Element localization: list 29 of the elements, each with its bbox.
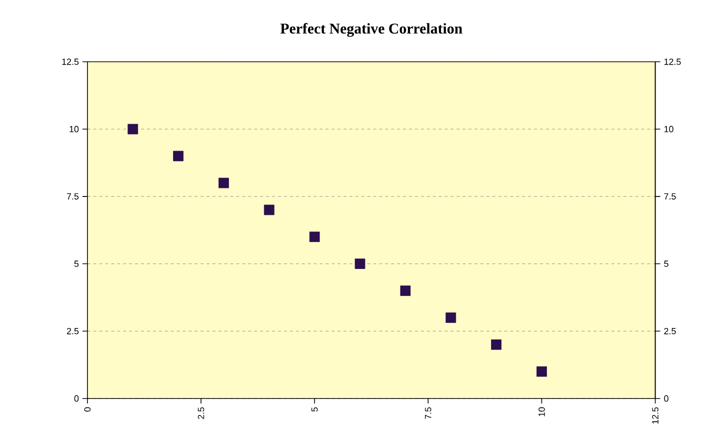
- y-tick-label: 0: [74, 395, 79, 402]
- x-tick-label: 0: [84, 407, 91, 412]
- x-tick-label: 5: [311, 407, 318, 412]
- y2-tick-label: 2.5: [664, 328, 676, 334]
- chart-title: Perfect Negative Correlation: [280, 22, 462, 37]
- y2-tick-label: 7.5: [664, 193, 676, 200]
- y2-tick-label: 5: [664, 260, 668, 267]
- point: [173, 150, 184, 162]
- y-tick-label: 10: [70, 126, 79, 132]
- point: [354, 258, 366, 269]
- y-tick-label: 7.5: [66, 193, 79, 200]
- point: [446, 312, 456, 323]
- x-tick-label: 2.5: [198, 407, 204, 419]
- point: [218, 178, 229, 188]
- y2-tick-label: 12.5: [664, 58, 681, 65]
- y2-tick-label: 0: [664, 395, 668, 402]
- y-tick-label: 2.5: [66, 328, 79, 334]
- point: [128, 124, 138, 134]
- point: [400, 285, 411, 296]
- point: [491, 339, 502, 350]
- x-tick-label: 10: [538, 407, 545, 416]
- y-tick-label: 5: [74, 260, 79, 267]
- y-tick-label: 12.5: [62, 58, 79, 65]
- point: [309, 232, 320, 242]
- y2-tick-label: 10: [664, 126, 674, 132]
- x-tick-label: 12.5: [652, 407, 658, 424]
- point: [264, 204, 274, 215]
- point: [536, 366, 547, 377]
- x-tick-label: 7.5: [425, 407, 432, 419]
